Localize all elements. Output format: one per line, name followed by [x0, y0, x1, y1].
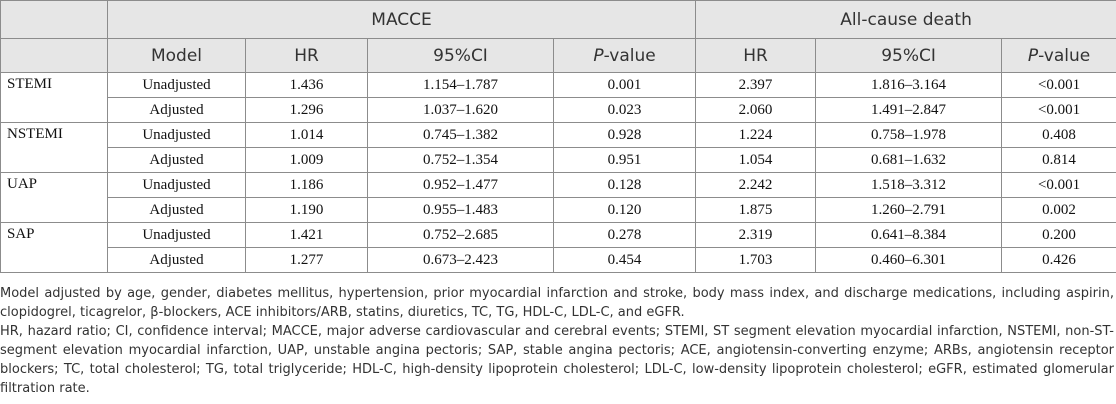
macce-ci-cell: 0.745–1.382	[367, 122, 554, 148]
adjustment-note: Model adjusted by age, gender, diabetes …	[0, 286, 1114, 320]
header-blank	[0, 38, 108, 73]
death-hr-cell: 1.875	[695, 197, 817, 223]
macce-p-cell: 0.001	[552, 72, 697, 98]
model-cell: Unadjusted	[107, 72, 246, 98]
header-death-hr: HR	[695, 38, 817, 73]
death-hr-cell: 2.397	[695, 72, 817, 98]
table-row: Adjusted 1.190 0.955–1.483 0.120 1.875 1…	[1, 197, 1116, 223]
model-cell: Unadjusted	[107, 172, 246, 198]
macce-ci-cell: 1.154–1.787	[367, 72, 554, 98]
table-footnotes: Model adjusted by age, gender, diabetes …	[0, 284, 1114, 398]
death-ci-cell: 0.641–8.384	[815, 222, 1003, 248]
macce-hr-cell: 1.436	[245, 72, 368, 98]
table-row: STEMI Unadjusted 1.436 1.154–1.787 0.001…	[0, 72, 1116, 123]
model-cell: Unadjusted	[107, 222, 246, 248]
macce-hr-cell: 1.421	[245, 222, 368, 248]
header-all-cause-death: All-cause death	[695, 0, 1116, 39]
macce-hr-cell: 1.014	[245, 122, 368, 148]
model-cell: Adjusted	[107, 197, 246, 223]
abbreviations-note: HR, hazard ratio; CI, confidence interva…	[0, 324, 1114, 396]
macce-p-cell: 0.278	[552, 222, 697, 248]
model-cell: Adjusted	[107, 247, 246, 273]
death-ci-cell: 0.460–6.301	[815, 247, 1003, 273]
table-header: MACCE All-cause death Model HR 95%CI P-v…	[0, 0, 1116, 73]
macce-hr-cell: 1.009	[245, 147, 368, 173]
macce-hr-cell: 1.190	[245, 197, 368, 223]
macce-ci-cell: 0.752–1.354	[367, 147, 554, 173]
p-letter: P	[593, 45, 604, 66]
death-ci-cell: 1.816–3.164	[815, 72, 1003, 98]
header-macce: MACCE	[106, 0, 697, 39]
header-death-ci: 95%CI	[815, 38, 1003, 73]
table-row: UAP Unadjusted 1.186 0.952–1.477 0.128 2…	[0, 172, 1116, 223]
death-ci-cell: 1.518–3.312	[815, 172, 1003, 198]
death-ci-cell: 0.758–1.978	[815, 122, 1003, 148]
death-ci-cell: 1.260–2.791	[815, 197, 1003, 223]
macce-p-cell: 0.128	[552, 172, 697, 198]
macce-ci-cell: 0.955–1.483	[367, 197, 554, 223]
header-model: Model	[107, 38, 246, 73]
results-table: MACCE All-cause death Model HR 95%CI P-v…	[0, 0, 1116, 273]
table-row: SAP Unadjusted 1.421 0.752–2.685 0.278 2…	[0, 222, 1116, 273]
death-p-cell: <0.001	[1001, 72, 1116, 98]
death-p-cell: 0.200	[1001, 222, 1116, 248]
macce-p-cell: 0.120	[552, 197, 697, 223]
death-p-cell: 0.426	[1001, 247, 1116, 273]
macce-ci-cell: 0.752–2.685	[367, 222, 554, 248]
table-row: Adjusted 1.009 0.752–1.354 0.951 1.054 0…	[1, 147, 1116, 173]
group-label: NSTEMI	[0, 122, 108, 173]
header-corner	[0, 0, 108, 39]
macce-p-cell: 0.454	[552, 247, 697, 273]
death-hr-cell: 1.703	[695, 247, 817, 273]
macce-ci-cell: 0.673–2.423	[367, 247, 554, 273]
header-macce-ci: 95%CI	[367, 38, 554, 73]
death-p-cell: 0.814	[1001, 147, 1116, 173]
model-cell: Adjusted	[107, 147, 246, 173]
macce-p-cell: 0.951	[552, 147, 697, 173]
group-label: SAP	[0, 222, 108, 273]
death-p-cell: <0.001	[1001, 172, 1116, 198]
death-ci-cell: 0.681–1.632	[815, 147, 1003, 173]
group-label: STEMI	[0, 72, 108, 123]
table-body: STEMI Unadjusted 1.436 1.154–1.787 0.001…	[0, 72, 1116, 273]
macce-ci-cell: 0.952–1.477	[367, 172, 554, 198]
table-row: NSTEMI Unadjusted 1.014 0.745–1.382 0.92…	[0, 122, 1116, 173]
death-p-cell: 0.408	[1001, 122, 1116, 148]
model-cell: Unadjusted	[107, 122, 246, 148]
header-macce-p: P-value	[552, 38, 697, 73]
header-group-row: MACCE All-cause death	[0, 0, 1116, 39]
macce-hr-cell: 1.296	[245, 97, 368, 123]
header-death-p: P-value	[1001, 38, 1116, 73]
death-hr-cell: 1.224	[695, 122, 817, 148]
header-macce-hr: HR	[245, 38, 368, 73]
p-letter: P	[1027, 45, 1039, 66]
death-p-cell: 0.002	[1001, 197, 1116, 223]
model-cell: Adjusted	[107, 97, 246, 123]
table-row: Adjusted 1.296 1.037–1.620 0.023 2.060 1…	[1, 97, 1116, 123]
macce-ci-cell: 1.037–1.620	[367, 97, 554, 123]
p-suffix: -value	[603, 45, 656, 66]
death-p-cell: <0.001	[1001, 97, 1116, 123]
macce-hr-cell: 1.186	[245, 172, 368, 198]
death-hr-cell: 2.060	[695, 97, 817, 123]
table-row: Adjusted 1.277 0.673–2.423 0.454 1.703 0…	[1, 247, 1116, 273]
macce-p-cell: 0.928	[552, 122, 697, 148]
macce-hr-cell: 1.277	[245, 247, 368, 273]
death-hr-cell: 2.319	[695, 222, 817, 248]
death-hr-cell: 2.242	[695, 172, 817, 198]
header-column-row: Model HR 95%CI P-value HR 95%CI P-value	[0, 38, 1116, 73]
death-ci-cell: 1.491–2.847	[815, 97, 1003, 123]
p-suffix: -value	[1038, 45, 1091, 66]
death-hr-cell: 1.054	[695, 147, 817, 173]
group-label: UAP	[0, 172, 108, 223]
macce-p-cell: 0.023	[552, 97, 697, 123]
